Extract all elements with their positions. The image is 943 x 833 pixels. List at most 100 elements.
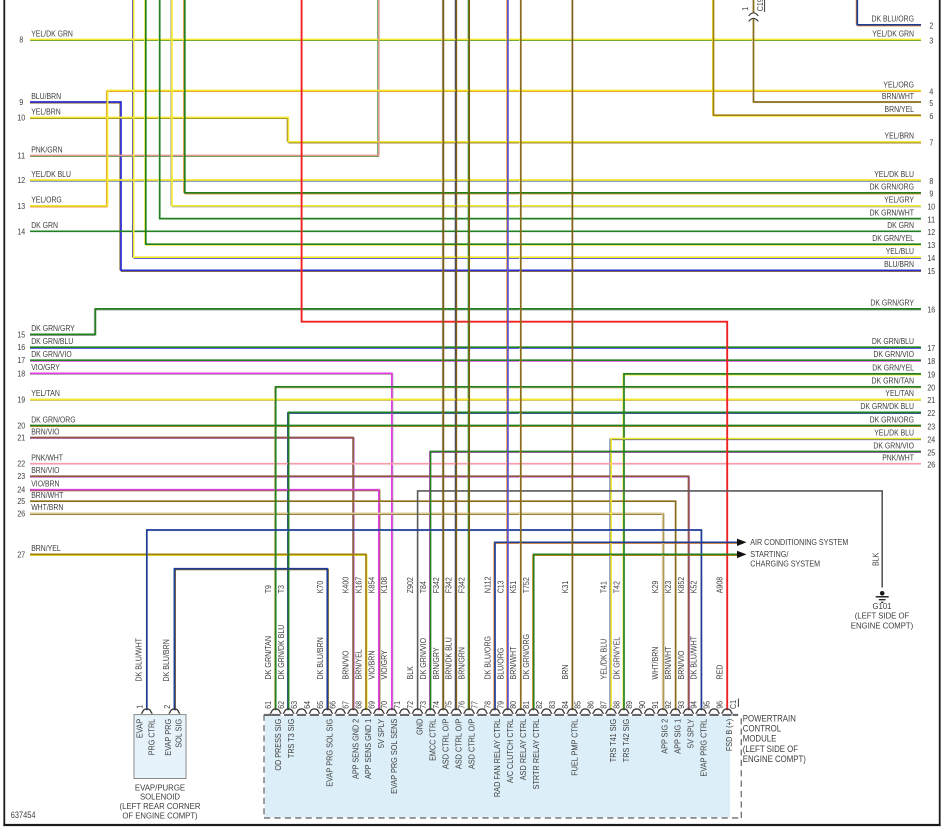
svg-text:APP SIG 2: APP SIG 2 bbox=[660, 719, 670, 754]
svg-text:1: 1 bbox=[134, 705, 144, 709]
svg-text:YEL/BRN: YEL/BRN bbox=[885, 131, 915, 141]
svg-text:T9: T9 bbox=[263, 585, 273, 593]
svg-text:21: 21 bbox=[17, 433, 25, 443]
svg-text:DK GRN/BLU: DK GRN/BLU bbox=[31, 336, 73, 346]
svg-text:ASD CTRL O/P: ASD CTRL O/P bbox=[441, 719, 451, 769]
svg-text:T752: T752 bbox=[521, 577, 531, 593]
svg-text:BRN/VIO: BRN/VIO bbox=[31, 465, 60, 475]
svg-text:VIO/GRY: VIO/GRY bbox=[379, 650, 389, 680]
svg-text:A/C CLUTCH CTRL: A/C CLUTCH CTRL bbox=[505, 719, 515, 783]
svg-text:85: 85 bbox=[573, 701, 583, 709]
svg-text:YEL/BRN: YEL/BRN bbox=[31, 106, 61, 116]
svg-text:EVAP PRG SOL SENS: EVAP PRG SOL SENS bbox=[389, 719, 399, 794]
svg-text:74: 74 bbox=[431, 701, 441, 709]
svg-text:90: 90 bbox=[637, 701, 647, 709]
svg-text:EVAP PRG SOL SIG: EVAP PRG SOL SIG bbox=[325, 719, 335, 787]
svg-text:6: 6 bbox=[929, 111, 933, 121]
svg-text:89: 89 bbox=[624, 701, 634, 709]
svg-text:67: 67 bbox=[341, 701, 351, 709]
svg-text:K31: K31 bbox=[560, 580, 570, 593]
svg-text:T42: T42 bbox=[611, 581, 621, 593]
svg-text:K51: K51 bbox=[508, 580, 518, 593]
svg-text:61: 61 bbox=[263, 701, 273, 709]
svg-text:DK GRN/GRY: DK GRN/GRY bbox=[870, 298, 914, 308]
svg-text:24: 24 bbox=[17, 485, 25, 495]
svg-text:VIO/GRY: VIO/GRY bbox=[31, 362, 60, 372]
svg-text:C1: C1 bbox=[728, 700, 738, 709]
svg-text:BRN/YEL: BRN/YEL bbox=[354, 649, 364, 679]
svg-text:DK GRN/VIO: DK GRN/VIO bbox=[418, 637, 428, 679]
svg-text:26: 26 bbox=[17, 508, 25, 518]
svg-text:RED: RED bbox=[715, 665, 725, 680]
svg-text:F342: F342 bbox=[444, 577, 454, 593]
svg-text:DK GRN/VIO: DK GRN/VIO bbox=[873, 440, 914, 450]
svg-text:93: 93 bbox=[676, 701, 686, 709]
svg-text:26: 26 bbox=[927, 460, 935, 470]
svg-text:11: 11 bbox=[17, 151, 25, 161]
svg-text:9: 9 bbox=[19, 97, 23, 107]
svg-text:N112: N112 bbox=[482, 576, 492, 593]
svg-text:16: 16 bbox=[927, 305, 935, 315]
svg-text:22: 22 bbox=[927, 408, 935, 418]
svg-text:TRS T42 SIG: TRS T42 SIG bbox=[621, 719, 631, 763]
svg-text:EVAP/PURGE: EVAP/PURGE bbox=[135, 782, 185, 792]
svg-text:VIO/BRN: VIO/BRN bbox=[366, 651, 376, 680]
svg-text:K29: K29 bbox=[650, 580, 660, 593]
svg-text:BLU/ORG: BLU/ORG bbox=[495, 648, 505, 680]
svg-text:Z902: Z902 bbox=[405, 577, 415, 593]
svg-text:24: 24 bbox=[927, 434, 935, 444]
svg-text:DK BLU/ORG: DK BLU/ORG bbox=[482, 636, 492, 680]
svg-text:K854: K854 bbox=[366, 577, 376, 594]
svg-text:PNK/WHT: PNK/WHT bbox=[882, 453, 914, 463]
svg-text:DK GRN/DK BLU: DK GRN/DK BLU bbox=[276, 625, 286, 680]
svg-text:DK GRN/YEL: DK GRN/YEL bbox=[872, 233, 914, 243]
svg-text:84: 84 bbox=[560, 701, 570, 709]
svg-text:DK GRN/YEL: DK GRN/YEL bbox=[611, 637, 621, 680]
svg-text:BRN/VIO: BRN/VIO bbox=[676, 650, 686, 679]
svg-text:17: 17 bbox=[927, 343, 935, 353]
svg-text:5V SPLY: 5V SPLY bbox=[686, 719, 696, 749]
svg-text:YEL/DK BLU: YEL/DK BLU bbox=[31, 169, 71, 179]
svg-text:94: 94 bbox=[689, 701, 699, 709]
svg-text:EMCC CTRL: EMCC CTRL bbox=[428, 719, 438, 761]
svg-text:62: 62 bbox=[276, 701, 286, 709]
svg-text:DK BLU/BRN: DK BLU/BRN bbox=[315, 637, 325, 679]
svg-text:637454: 637454 bbox=[11, 810, 36, 820]
svg-text:PRG CTRL: PRG CTRL bbox=[146, 719, 156, 756]
svg-text:11: 11 bbox=[927, 214, 935, 224]
svg-text:72: 72 bbox=[405, 701, 415, 709]
svg-text:17: 17 bbox=[17, 355, 25, 365]
svg-text:20: 20 bbox=[927, 383, 935, 393]
svg-text:EVAP: EVAP bbox=[135, 719, 145, 739]
svg-text:(LEFT SIDE OF: (LEFT SIDE OF bbox=[855, 611, 910, 621]
svg-text:APP SENS GND 1: APP SENS GND 1 bbox=[363, 719, 373, 779]
svg-text:DK GRN/VIO: DK GRN/VIO bbox=[31, 349, 72, 359]
svg-text:BLU/BRN: BLU/BRN bbox=[31, 91, 61, 101]
svg-text:4: 4 bbox=[929, 86, 933, 96]
svg-text:92: 92 bbox=[663, 701, 673, 709]
svg-text:K52: K52 bbox=[689, 580, 699, 593]
svg-text:WHT/BRN: WHT/BRN bbox=[31, 502, 63, 512]
svg-text:G101: G101 bbox=[873, 601, 892, 611]
svg-text:88: 88 bbox=[611, 701, 621, 709]
svg-text:RAD FAN RELAY CTRL: RAD FAN RELAY CTRL bbox=[492, 719, 502, 797]
svg-text:CONTROL: CONTROL bbox=[743, 724, 781, 734]
svg-text:BRN/WHT: BRN/WHT bbox=[882, 91, 914, 101]
svg-text:WHT/BRN: WHT/BRN bbox=[650, 647, 660, 680]
svg-text:95: 95 bbox=[702, 701, 712, 709]
svg-text:19: 19 bbox=[927, 370, 935, 380]
svg-text:BRN/YEL: BRN/YEL bbox=[31, 543, 61, 553]
svg-text:12: 12 bbox=[927, 227, 935, 237]
svg-text:80: 80 bbox=[508, 701, 518, 709]
svg-text:SOLENOID: SOLENOID bbox=[140, 792, 180, 802]
svg-text:FUEL PMP CTRL: FUEL PMP CTRL bbox=[570, 719, 580, 776]
svg-text:DK GRN/GRY: DK GRN/GRY bbox=[31, 323, 75, 333]
svg-text:YEL/TAN: YEL/TAN bbox=[31, 388, 60, 398]
svg-text:75: 75 bbox=[444, 701, 454, 709]
svg-text:BRN/GRN: BRN/GRN bbox=[457, 647, 467, 680]
svg-text:T41: T41 bbox=[598, 581, 608, 593]
svg-text:YEL/DK BLU: YEL/DK BLU bbox=[598, 639, 608, 680]
svg-text:7: 7 bbox=[929, 138, 933, 148]
svg-text:18: 18 bbox=[17, 368, 25, 378]
svg-text:86: 86 bbox=[586, 701, 596, 709]
